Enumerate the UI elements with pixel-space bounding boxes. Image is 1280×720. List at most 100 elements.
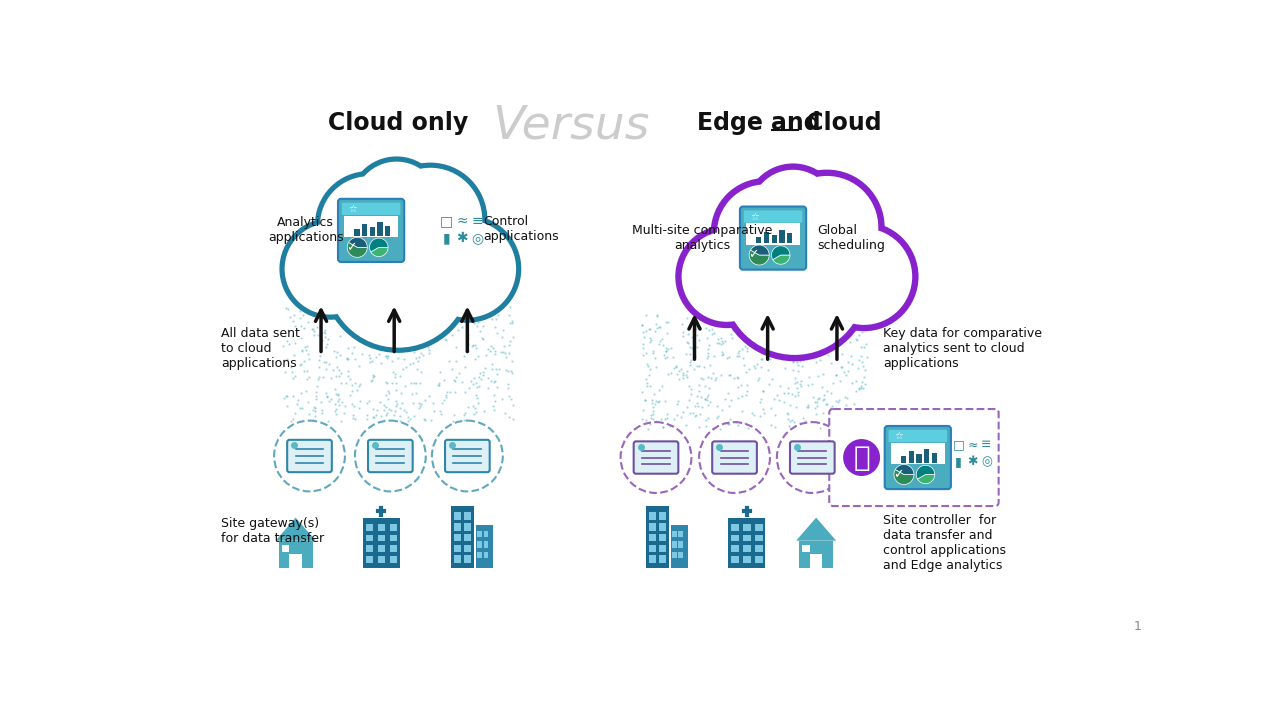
Bar (362, 224, 367, 235)
Circle shape (325, 204, 471, 350)
Text: ☆: ☆ (895, 431, 904, 441)
FancyBboxPatch shape (790, 441, 835, 474)
Bar (755, 545, 763, 552)
Bar (366, 523, 374, 531)
Bar (477, 552, 483, 559)
Circle shape (379, 168, 483, 271)
Bar (672, 552, 677, 559)
Circle shape (284, 223, 376, 315)
Circle shape (724, 214, 865, 355)
Text: and: and (772, 112, 822, 135)
Bar (454, 555, 461, 563)
Bar (484, 531, 488, 537)
Bar (389, 545, 397, 552)
Bar (355, 229, 360, 235)
Circle shape (682, 231, 772, 322)
Text: Edge: Edge (698, 112, 772, 135)
Bar (378, 222, 383, 235)
FancyBboxPatch shape (445, 440, 490, 472)
Bar (454, 544, 461, 552)
Bar (366, 545, 374, 552)
Bar (671, 526, 687, 567)
Bar (465, 534, 471, 541)
Text: ≈: ≈ (968, 438, 978, 451)
Wedge shape (772, 246, 790, 260)
Wedge shape (750, 245, 769, 255)
Bar (659, 534, 666, 541)
FancyBboxPatch shape (369, 440, 412, 472)
Bar (891, 443, 945, 464)
Text: Analytics
applications: Analytics applications (268, 217, 343, 244)
Bar (659, 555, 666, 563)
Bar (672, 541, 677, 548)
Circle shape (680, 229, 774, 324)
Text: ⌕: ⌕ (854, 444, 870, 472)
FancyBboxPatch shape (884, 426, 951, 489)
Bar (477, 531, 483, 537)
Bar (385, 226, 390, 235)
Text: ≡: ≡ (471, 214, 483, 228)
Bar (755, 523, 763, 531)
Text: ▮: ▮ (443, 231, 451, 245)
Text: □: □ (952, 438, 965, 451)
FancyBboxPatch shape (888, 430, 947, 442)
Circle shape (326, 205, 470, 348)
Polygon shape (275, 518, 316, 541)
Circle shape (751, 170, 835, 254)
Text: ▮: ▮ (955, 455, 963, 468)
FancyBboxPatch shape (338, 199, 404, 262)
Circle shape (355, 161, 439, 247)
Text: ≡: ≡ (980, 438, 992, 451)
Text: □: □ (440, 214, 453, 228)
Text: Multi-site comparative
analytics: Multi-site comparative analytics (632, 224, 772, 252)
Bar (756, 237, 762, 243)
Bar (454, 512, 461, 520)
Polygon shape (796, 518, 836, 541)
Bar (279, 541, 312, 567)
Circle shape (749, 167, 837, 256)
Bar (484, 541, 488, 548)
Circle shape (283, 221, 378, 317)
Circle shape (717, 184, 814, 281)
Bar (728, 518, 765, 567)
Bar (451, 506, 475, 567)
Text: ✓: ✓ (893, 468, 904, 481)
Bar (389, 556, 397, 563)
Bar (649, 523, 655, 531)
Text: Key data for comparative
analytics sent to cloud
applications: Key data for comparative analytics sent … (883, 327, 1042, 369)
Bar (646, 506, 669, 567)
Bar (362, 518, 399, 567)
Bar (465, 512, 471, 520)
FancyBboxPatch shape (829, 409, 998, 506)
Bar (344, 216, 398, 238)
Circle shape (722, 211, 868, 357)
Circle shape (773, 174, 881, 282)
Wedge shape (749, 250, 769, 265)
Circle shape (416, 218, 518, 320)
Bar (744, 556, 751, 563)
Text: Site gateway(s)
for data transfer: Site gateway(s) for data transfer (221, 518, 324, 546)
Text: All data sent
to cloud
applications: All data sent to cloud applications (221, 327, 300, 369)
Bar (378, 545, 385, 552)
Bar (465, 555, 471, 563)
Bar (901, 456, 906, 463)
Circle shape (352, 160, 442, 249)
FancyBboxPatch shape (740, 207, 806, 270)
Bar (289, 554, 302, 567)
Bar (649, 555, 655, 563)
Bar (755, 534, 763, 541)
Text: Control
applications: Control applications (483, 215, 558, 243)
Bar (731, 523, 739, 531)
Wedge shape (773, 255, 790, 264)
Bar (659, 512, 666, 520)
Wedge shape (347, 243, 367, 257)
Bar (378, 534, 385, 541)
Bar (649, 512, 655, 520)
FancyBboxPatch shape (342, 202, 401, 215)
Circle shape (844, 439, 881, 476)
Bar (932, 453, 937, 463)
Bar (389, 523, 397, 531)
Wedge shape (370, 238, 388, 252)
Text: ☆: ☆ (348, 204, 357, 214)
Text: ✱: ✱ (456, 231, 467, 245)
